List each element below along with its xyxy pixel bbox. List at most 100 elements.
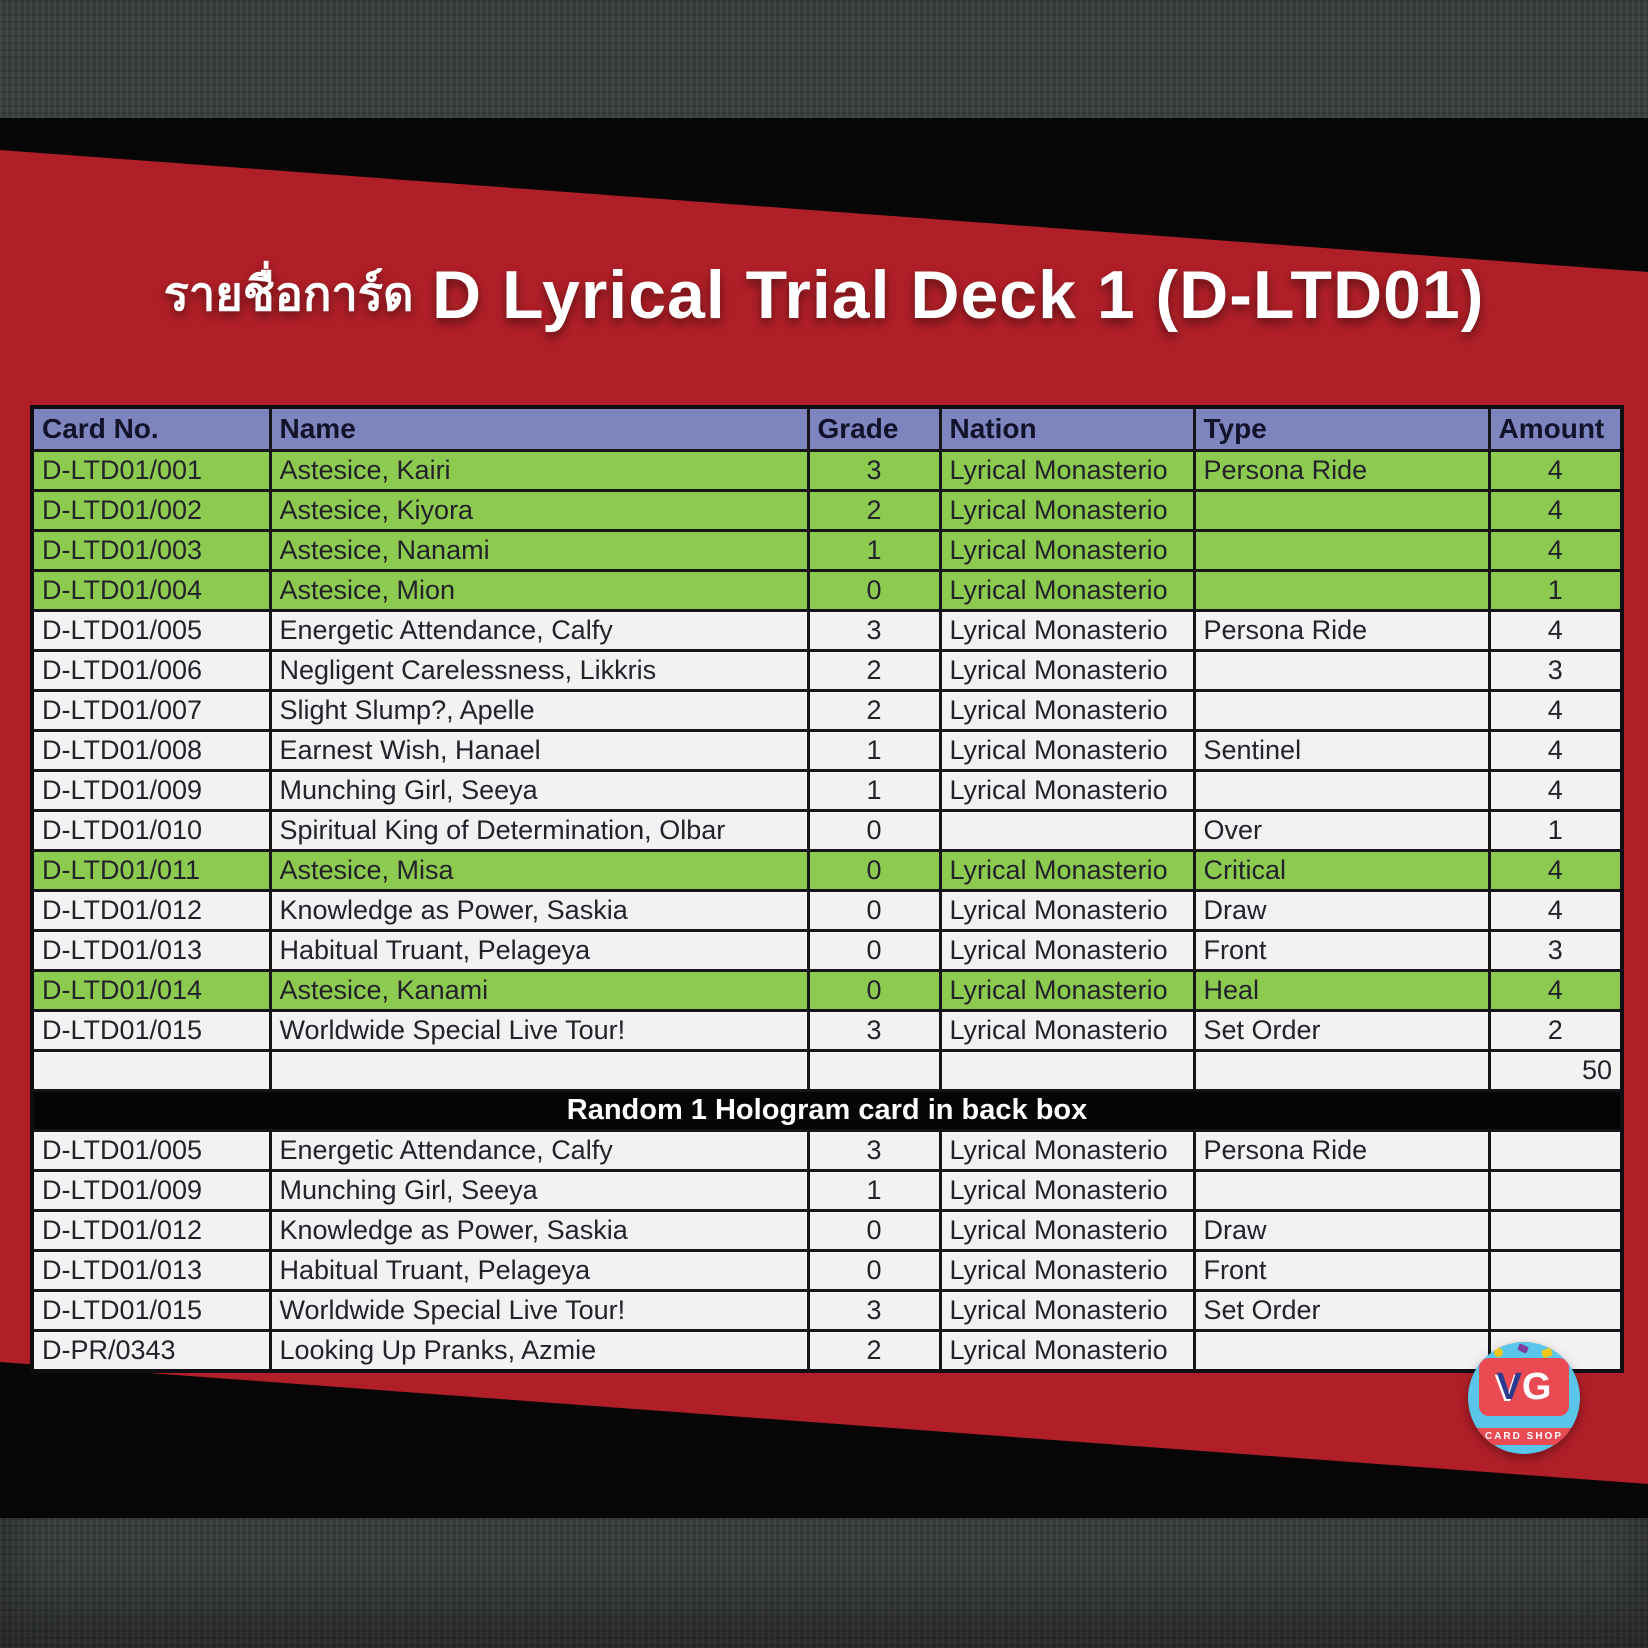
top-texture-band (0, 0, 1648, 118)
page-title: รายชื่อการ์ด D Lyrical Trial Deck 1 (D-L… (0, 256, 1648, 334)
table-row: D-LTD01/012 Knowledge as Power, Saskia 0 Ly… (30, 889, 1624, 932)
cell-name: Worldwide Special Live Tour! (268, 1289, 810, 1332)
cell-nation: Lyrical Monasterio (938, 929, 1196, 972)
cell-nation: Lyrical Monasterio (938, 889, 1196, 932)
cell-card-no: D-LTD01/002 (30, 489, 272, 532)
cell-nation: Lyrical Monasterio (938, 449, 1196, 492)
cell-grade: 1 (806, 729, 942, 772)
cell-name: Munching Girl, Seeya (268, 769, 810, 812)
cell-grade: 2 (806, 1329, 942, 1373)
cell-name: Astesice, Misa (268, 849, 810, 892)
cell-amount: 4 (1487, 849, 1624, 892)
card-table-body: D-LTD01/001 Astesice, Kairi 3 Lyrical Monas… (30, 449, 1624, 1373)
cell-grade: 3 (806, 449, 942, 492)
table-row: D-LTD01/009 Munching Girl, Seeya 1 Lyrical … (30, 1169, 1624, 1212)
cell-amount (1487, 1169, 1624, 1212)
cell-amount: 3 (1487, 929, 1624, 972)
cell-card-no: D-LTD01/015 (30, 1289, 272, 1332)
cell-grade: 3 (806, 1289, 942, 1332)
cell-card-no: D-LTD01/005 (30, 609, 272, 652)
cell-amount: 4 (1487, 449, 1624, 492)
table-row: D-LTD01/013 Habitual Truant, Pelageya 0 Lyr… (30, 929, 1624, 972)
confetti-icon (1540, 1347, 1554, 1359)
cell-grade: 0 (806, 889, 942, 932)
cell-nation: Lyrical Monasterio (938, 569, 1196, 612)
cell-amount: 4 (1487, 769, 1624, 812)
table-row: D-LTD01/003 Astesice, Nanami 1 Lyrical Mona… (30, 529, 1624, 572)
logo-letter-v: V (1496, 1366, 1522, 1408)
cell-card-no: D-LTD01/009 (30, 769, 272, 812)
cell-nation: Lyrical Monasterio (938, 689, 1196, 732)
cell-name: Energetic Attendance, Calfy (268, 609, 810, 652)
cell-type: Draw (1192, 889, 1491, 932)
cell-type (1192, 649, 1491, 692)
cell-name: Astesice, Nanami (268, 529, 810, 572)
table-row: D-PR/0343 Looking Up Pranks, Azmie 2 Lyrica… (30, 1329, 1624, 1373)
cell-nation: Lyrical Monasterio (938, 1009, 1196, 1052)
column-header-card-no: Card No. (30, 405, 272, 452)
cell-grade: 2 (806, 489, 942, 532)
cell-name: Astesice, Kanami (268, 969, 810, 1012)
cell-nation: Lyrical Monasterio (938, 729, 1196, 772)
cell-type (1192, 489, 1491, 532)
cell-grade: 1 (806, 769, 942, 812)
cell-grade: 0 (806, 929, 942, 972)
logo-letters: VG (1497, 1368, 1552, 1406)
cell-card-no: D-LTD01/014 (30, 969, 272, 1012)
cell-name: Knowledge as Power, Saskia (268, 889, 810, 932)
table-row: D-LTD01/004 Astesice, Mion 0 Lyrical Monast… (30, 569, 1624, 612)
cell-type: Front (1192, 929, 1491, 972)
cell-card-no: D-LTD01/006 (30, 649, 272, 692)
cell-amount: 3 (1487, 649, 1624, 692)
confetti-icon (1516, 1343, 1530, 1354)
cell-card-no: D-LTD01/011 (30, 849, 272, 892)
cell-nation: Lyrical Monasterio (938, 489, 1196, 532)
table-row: D-LTD01/015 Worldwide Special Live Tour! 3… (30, 1289, 1624, 1332)
empty-cell (938, 1049, 1196, 1092)
cell-type (1192, 1169, 1491, 1212)
cell-nation: Lyrical Monasterio (938, 969, 1196, 1012)
table-row: D-LTD01/009 Munching Girl, Seeya 1 Lyrical … (30, 769, 1624, 812)
cell-card-no: D-LTD01/001 (30, 449, 272, 492)
cell-amount: 4 (1487, 889, 1624, 932)
cell-type (1192, 569, 1491, 612)
card-list-table: Card No. Name Grade Nation Type Amount D… (30, 405, 1624, 1373)
table-header-row: Card No. Name Grade Nation Type Amount (30, 405, 1624, 452)
total-amount-cell: 50 (1487, 1049, 1624, 1092)
cell-amount: 4 (1487, 729, 1624, 772)
cell-type: Sentinel (1192, 729, 1491, 772)
cell-grade: 0 (806, 569, 942, 612)
cell-grade: 1 (806, 1169, 942, 1212)
cell-amount: 4 (1487, 489, 1624, 532)
cell-amount: 4 (1487, 529, 1624, 572)
cell-nation: Lyrical Monasterio (938, 1209, 1196, 1252)
cell-card-no: D-LTD01/009 (30, 1169, 272, 1212)
cell-nation: Lyrical Monasterio (938, 1289, 1196, 1332)
cell-nation: Lyrical Monasterio (938, 1249, 1196, 1292)
cell-name: Energetic Attendance, Calfy (268, 1129, 810, 1172)
cell-name: Negligent Carelessness, Likkris (268, 649, 810, 692)
cell-grade: 3 (806, 1009, 942, 1052)
cell-name: Munching Girl, Seeya (268, 1169, 810, 1212)
cell-nation: Lyrical Monasterio (938, 649, 1196, 692)
cell-type (1192, 689, 1491, 732)
cell-grade: 3 (806, 609, 942, 652)
table-row: D-LTD01/013 Habitual Truant, Pelageya 0 Lyr… (30, 1249, 1624, 1292)
cell-grade: 0 (806, 849, 942, 892)
table-row: D-LTD01/006 Negligent Carelessness, Likkr… (30, 649, 1624, 692)
cell-grade: 1 (806, 529, 942, 572)
table-row: D-LTD01/014 Astesice, Kanami 0 Lyrical Mona… (30, 969, 1624, 1012)
cell-nation: Lyrical Monasterio (938, 609, 1196, 652)
table-row: D-LTD01/008 Earnest Wish, Hanael 1 Lyrical … (30, 729, 1624, 772)
cell-card-no: D-LTD01/004 (30, 569, 272, 612)
cell-grade: 2 (806, 689, 942, 732)
cell-type: Persona Ride (1192, 609, 1491, 652)
table-row: D-LTD01/005 Energetic Attendance, Calfy 3 L… (30, 1129, 1624, 1172)
logo-letter-g: G (1521, 1366, 1552, 1408)
cell-type: Persona Ride (1192, 1129, 1491, 1172)
cell-card-no: D-LTD01/012 (30, 889, 272, 932)
cell-type: Critical (1192, 849, 1491, 892)
cell-name: Astesice, Kairi (268, 449, 810, 492)
cell-name: Habitual Truant, Pelageya (268, 1249, 810, 1292)
